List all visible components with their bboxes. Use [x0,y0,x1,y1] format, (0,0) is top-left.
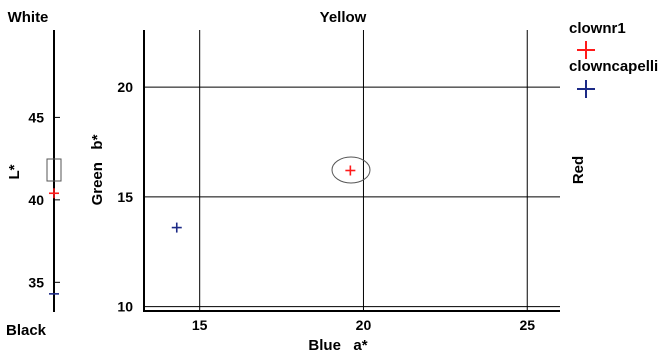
x-tick-label: 15 [192,317,208,333]
ab-x-axis-label: Blue a* [308,337,367,354]
highlight-ellipse [331,156,371,184]
ab-y-axis-label: Green b* [89,134,106,205]
yellow-label: Yellow [320,9,367,26]
y-tick-label: 20 [117,79,133,95]
y-tick-label: 15 [117,189,133,205]
l-tick-label: 45 [28,109,44,125]
legend-marker-clowncapelli [577,80,595,98]
lightness-panel: White Black L* 35 40 45 [6,9,62,339]
black-label: Black [6,322,47,339]
ab-point-group [171,165,356,233]
legend: clownr1 clowncapelli [569,20,658,98]
ab-tick-group: 15 20 25 10 15 20 [117,79,535,333]
red-label: Red [570,156,587,184]
point-clowncapelli [171,222,182,233]
legend-label-clownr1: clownr1 [569,20,626,37]
legend-label-clowncapelli: clowncapelli [569,58,658,75]
x-tick-label: 20 [356,317,372,333]
ab-grid-group [144,30,560,311]
l-axis-label: L* [6,164,23,179]
l-tick-label: 35 [28,274,44,290]
l-point-group [49,188,59,295]
y-tick-label: 10 [117,299,133,315]
point-clownr1 [345,165,356,176]
l-tick-label: 40 [28,192,44,208]
ab-panel: Yellow Blue a* Green b* Red 15 20 25 10 15 20 [89,9,587,354]
x-tick-label: 25 [519,317,535,333]
l-highlight-box [46,158,62,182]
white-label: White [8,9,49,26]
l-tick-group: 35 40 45 [28,109,60,290]
legend-marker-clownr1 [577,41,595,59]
